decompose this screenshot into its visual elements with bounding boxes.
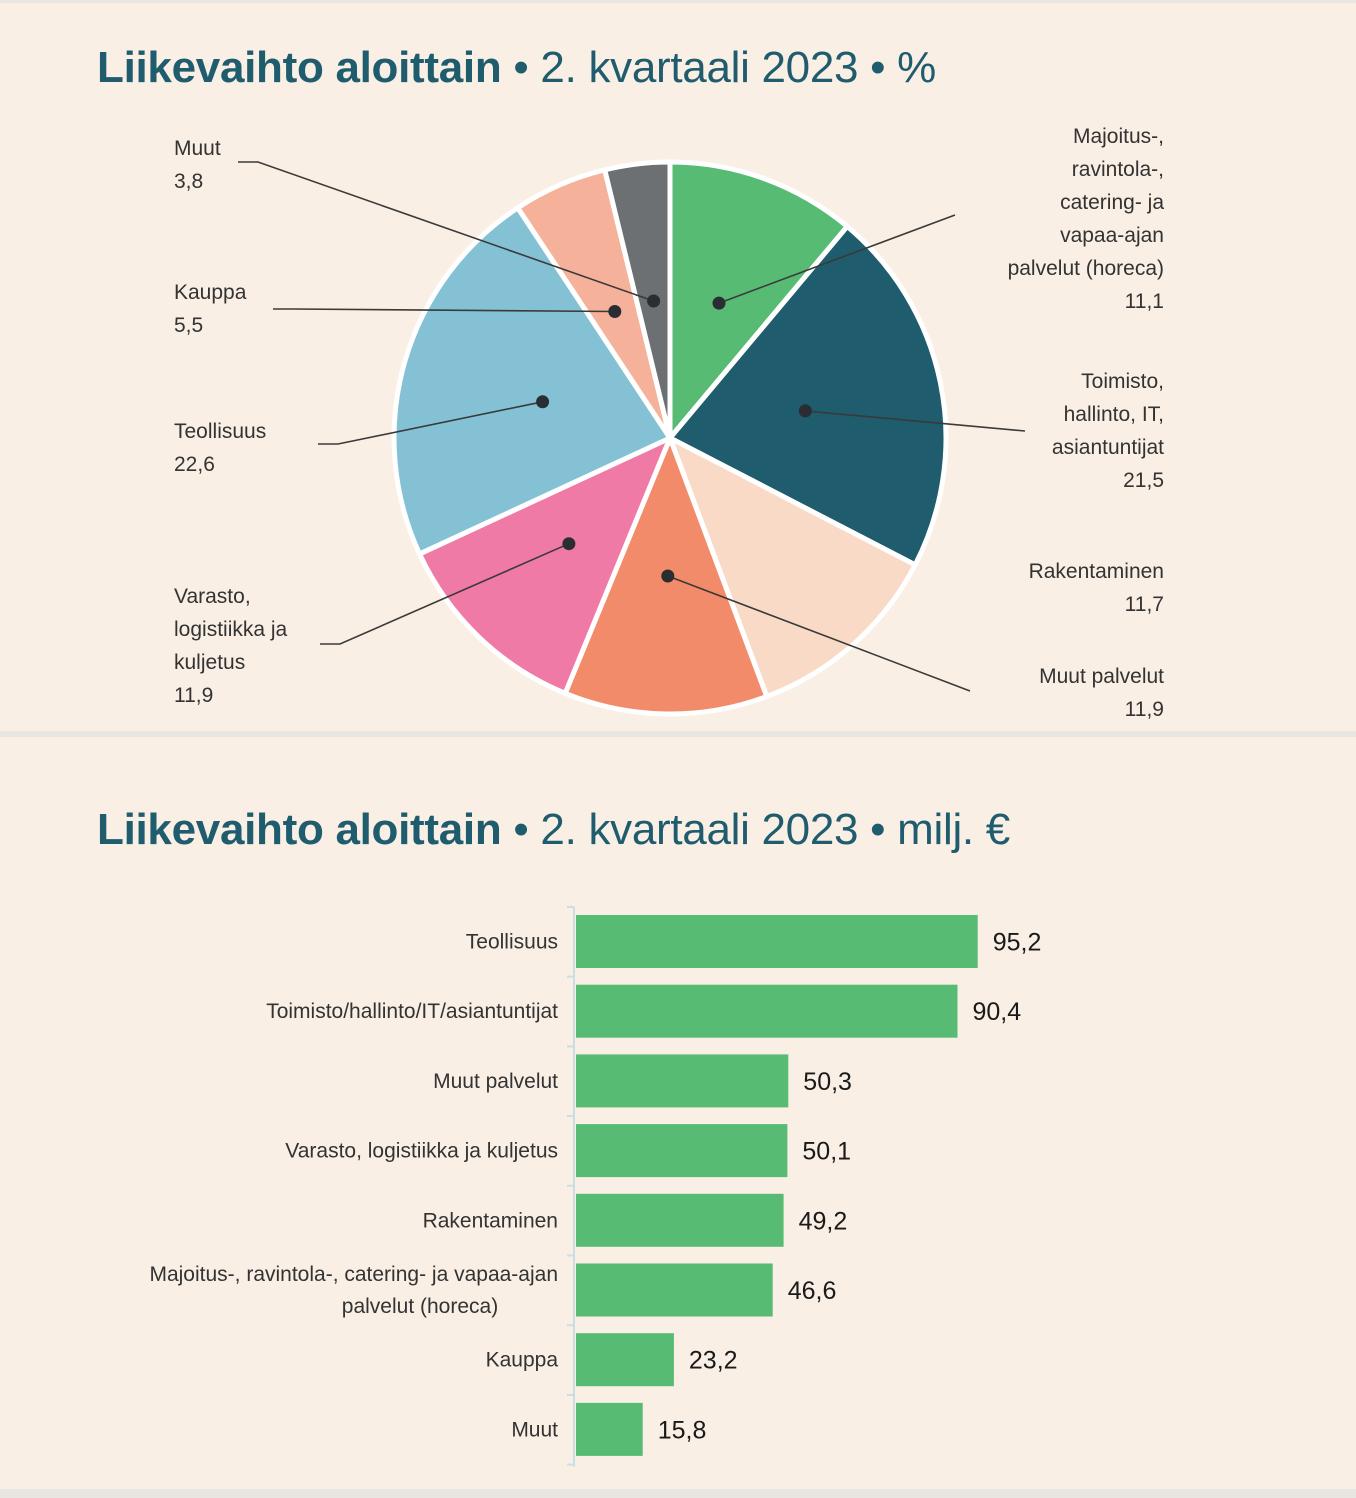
pie-label-varasto-logistiikka-ja-kuljetus: logistiikka ja [174,618,288,641]
bar-muut [576,1402,643,1456]
bar-majoitus-ravintola-catering-ja-vapaa-ajan-palvelut-horeca [576,1263,773,1317]
bar-bars [576,915,978,1456]
leader-line-muut-palvelut [667,575,971,692]
bar-toimisto-hallinto-it-asiantuntijat [576,984,958,1038]
pie-label-varasto-logistiikka-ja-kuljetus: Varasto, [174,585,251,608]
pie-slice-varasto-logistiikka-ja-kuljetus [417,435,673,696]
pie-chart: Majoitus-, ravintola-, catering- ja vapaa-a… [174,125,1164,721]
pie-leader-lines [238,161,1026,692]
bar-varasto-logistiikka-ja-kuljetus [576,1124,788,1178]
bar-value-rakentaminen: 49,2 [799,1207,848,1235]
leader-dot-muut [647,294,661,308]
bar-chart: Teollisuus Toimisto/hallinto/IT/asiantunt… [149,906,1042,1467]
bar-category-labels: Teollisuus Toimisto/hallinto/IT/asiantunt… [149,931,558,1442]
leader-line-teollisuus [318,401,543,445]
bar-value-muut-palvelut: 50,3 [803,1068,852,1096]
bar-chart-panel: Liikevaihto aloittain • 2. kvartaali 202… [0,737,1356,1489]
pie-value-toimisto-hallinto-it-asiantuntijat: 21,5 [1123,469,1164,492]
bar-kauppa [576,1333,674,1387]
pie-slice-rakentaminen [667,435,918,699]
pie-chart-title: Liikevaihto aloittain • 2. kvartaali 202… [97,43,936,92]
pie-label-muut: Muut [174,137,221,160]
pie-label-varasto-logistiikka-ja-kuljetus: kuljetus [174,651,245,674]
leader-dot-majoitus-ravintola-catering-ja-vapaa-ajan-palvelut-horeca [712,296,726,310]
pie-label-majoitus-ravintola-catering-ja-vapaa-ajan-palvelut-horeca: palvelut (horeca) [1008,257,1164,280]
pie-slice-toimisto-hallinto-it-asiantuntijat [667,223,949,568]
bar-value-varasto-logistiikka-ja-kuljetus: 50,1 [802,1138,851,1166]
pie-label-majoitus-ravintola-catering-ja-vapaa-ajan-palvelut-horeca: vapaa-ajan [1060,224,1164,247]
bar-chart-title: Liikevaihto aloittain • 2. kvartaali 202… [97,805,1010,854]
bar-value-teollisuus: 95,2 [993,929,1042,957]
bar-value-majoitus-ravintola-catering-ja-vapaa-ajan-palvelut-horeca: 46,6 [788,1277,837,1305]
leader-line-majoitus-ravintola-catering-ja-vapaa-ajan-palvelut-horeca [718,214,956,304]
pie-chart-panel: Liikevaihto aloittain • 2. kvartaali 202… [0,3,1356,731]
bar-label-varasto-logistiikka-ja-kuljetus: Varasto, logistiikka ja kuljetus [285,1140,558,1163]
bar-label-toimisto-hallinto-it-asiantuntijat: Toimisto/hallinto/IT/asiantuntijat [266,1000,558,1023]
pie-label-toimisto-hallinto-it-asiantuntijat: Toimisto, [1081,370,1164,393]
pie-value-majoitus-ravintola-catering-ja-vapaa-ajan-palvelut-horeca: 11,1 [1125,290,1164,313]
bar-label-teollisuus: Teollisuus [466,931,558,954]
pie-value-varasto-logistiikka-ja-kuljetus: 11,9 [174,684,213,707]
leader-line-muut [238,161,654,302]
bar-muut-palvelut [576,1054,789,1108]
bar-rakentaminen [576,1193,784,1247]
pie-value-muut-palvelut: 11,9 [1125,698,1164,721]
pie-label-rakentaminen: Rakentaminen [1029,560,1164,583]
bar-teollisuus [576,915,978,968]
pie-slice-teollisuus [391,205,673,557]
pie-value-kauppa: 5,5 [174,314,203,337]
bar-label-majoitus-ravintola-catering-ja-vapaa-ajan-palvelut-horeca: palvelut (horeca) [342,1295,498,1318]
pie-label-teollisuus: Teollisuus [174,420,266,443]
pie-label-majoitus-ravintola-catering-ja-vapaa-ajan-palvelut-horeca: ravintola-, [1072,158,1164,181]
pie-value-muut: 3,8 [174,170,203,193]
bar-value-kauppa: 23,2 [689,1347,738,1375]
pie-slices [391,159,949,717]
bar-label-muut: Muut [511,1418,558,1441]
bar-label-rakentaminen: Rakentaminen [423,1209,558,1232]
pie-labels: Majoitus-, ravintola-, catering- ja vapaa-a… [174,125,1164,721]
leader-dot-kauppa [608,305,622,318]
pie-slice-muut [602,159,673,441]
pie-slice-majoitus-ravintola-catering-ja-vapaa-ajan-palvelut-horeca [667,159,850,441]
leader-dot-toimisto-hallinto-it-asiantuntijat [798,404,812,418]
bar-label-kauppa: Kauppa [486,1349,559,1372]
pie-label-toimisto-hallinto-it-asiantuntijat: asiantuntijat [1052,436,1164,459]
bar-label-muut-palvelut: Muut palvelut [433,1070,558,1093]
bar-label-majoitus-ravintola-catering-ja-vapaa-ajan-palvelut-horeca: Majoitus-, ravintola-, catering- ja vapa… [149,1263,558,1286]
leader-line-toimisto-hallinto-it-asiantuntijat [805,410,1026,432]
pie-label-majoitus-ravintola-catering-ja-vapaa-ajan-palvelut-horeca: catering- ja [1060,191,1164,214]
leader-dot-varasto-logistiikka-ja-kuljetus [562,537,576,551]
pie-label-toimisto-hallinto-it-asiantuntijat: hallinto, IT, [1064,403,1164,426]
bar-value-muut: 15,8 [658,1416,707,1444]
pie-label-kauppa: Kauppa [174,281,247,304]
leader-dot-muut-palvelut [661,569,675,583]
leader-dot-teollisuus [536,395,550,409]
leader-line-kauppa [273,308,615,313]
pie-value-rakentaminen: 11,7 [1125,593,1164,616]
pie-label-majoitus-ravintola-catering-ja-vapaa-ajan-palvelut-horeca: Majoitus-, [1073,125,1164,148]
bar-value-labels: 95,2 90,4 50,3 50,1 49,2 46,6 23,2 15,8 [658,929,1042,1445]
pie-value-teollisuus: 22,6 [174,453,215,476]
pie-label-muut-palvelut: Muut palvelut [1039,665,1164,688]
bar-value-toimisto-hallinto-it-asiantuntijat: 90,4 [973,998,1022,1026]
leader-line-varasto-logistiikka-ja-kuljetus [320,542,570,645]
bar-axis [567,906,575,1467]
